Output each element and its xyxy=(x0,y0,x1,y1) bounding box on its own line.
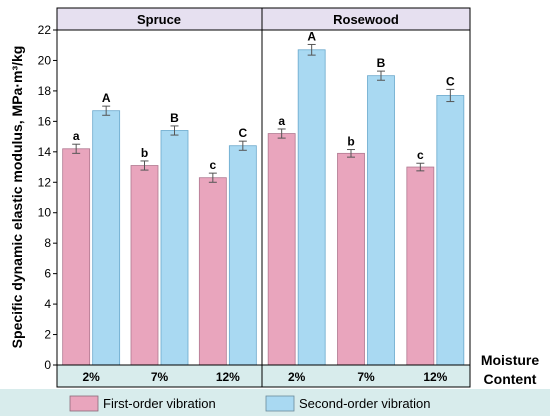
bar-second-order-spruce xyxy=(228,145,257,366)
x-category-label: 12% xyxy=(216,370,240,384)
bars: a Ab Bc Ca Ab Bc C xyxy=(62,29,465,366)
y-tick-label: 18 xyxy=(38,84,52,98)
significance-letter: c xyxy=(417,148,424,162)
y-axis: 0 2 4 6 8 10 12 14 16 18 20 22 xyxy=(38,23,57,372)
category-labels: 2% 7% 12% 2% 7% 12% xyxy=(82,370,447,384)
significance-letter: c xyxy=(209,158,216,172)
y-tick-label: 6 xyxy=(44,267,51,281)
significance-letter: a xyxy=(73,129,80,143)
significance-letter: a xyxy=(278,114,285,128)
x-axis-title-line1: Moisture xyxy=(481,352,540,368)
significance-letter: A xyxy=(102,91,111,105)
x-axis-title-line2: Content xyxy=(484,371,537,387)
legend-swatch-second-order xyxy=(265,395,295,412)
legend-swatch-first-order xyxy=(69,395,99,412)
significance-letter: b xyxy=(141,146,148,160)
y-tick-label: 14 xyxy=(38,145,52,159)
bar-first-order-spruce xyxy=(62,148,91,366)
significance-letter: b xyxy=(347,135,354,149)
bar-second-order-rosewood xyxy=(367,75,395,366)
bar-first-order-rosewood xyxy=(267,133,296,366)
x-category-label: 7% xyxy=(151,370,169,384)
bar-first-order-rosewood xyxy=(337,152,365,366)
y-axis-title: Specific dynamic elastic modulus, MPa·m³… xyxy=(9,46,25,349)
significance-letter: C xyxy=(238,126,247,140)
y-tick-label: 2 xyxy=(44,328,51,342)
y-tick-label: 0 xyxy=(44,358,51,372)
bar-second-order-rosewood xyxy=(297,49,326,366)
x-category-label: 2% xyxy=(82,370,100,384)
significance-letter: B xyxy=(170,111,179,125)
y-tick-label: 20 xyxy=(38,53,52,67)
bar-second-order-rosewood xyxy=(436,95,465,366)
bar-first-order-spruce xyxy=(130,165,159,366)
panel-header-band xyxy=(56,7,471,31)
bar-first-order-spruce xyxy=(198,177,227,366)
x-category-label: 2% xyxy=(288,370,306,384)
y-tick-label: 10 xyxy=(38,206,52,220)
panel-title-spruce: Spruce xyxy=(137,12,181,27)
bar-second-order-spruce xyxy=(92,110,121,366)
category-band xyxy=(56,364,471,388)
y-tick-label: 12 xyxy=(38,175,52,189)
bar-first-order-rosewood xyxy=(406,166,435,366)
significance-letter: C xyxy=(446,74,455,88)
x-category-label: 7% xyxy=(357,370,375,384)
significance-letter: B xyxy=(377,56,386,70)
y-tick-label: 4 xyxy=(44,297,51,311)
panel-title-rosewood: Rosewood xyxy=(333,12,399,27)
legend-label-second-order: Second-order vibration xyxy=(299,396,431,411)
y-tick-label: 22 xyxy=(38,23,52,37)
y-tick-label: 16 xyxy=(38,114,52,128)
bar-second-order-spruce xyxy=(160,130,189,366)
legend-label-first-order: First-order vibration xyxy=(103,396,216,411)
y-tick-label: 8 xyxy=(44,236,51,250)
significance-letter: A xyxy=(307,29,316,43)
x-category-label: 12% xyxy=(423,370,447,384)
